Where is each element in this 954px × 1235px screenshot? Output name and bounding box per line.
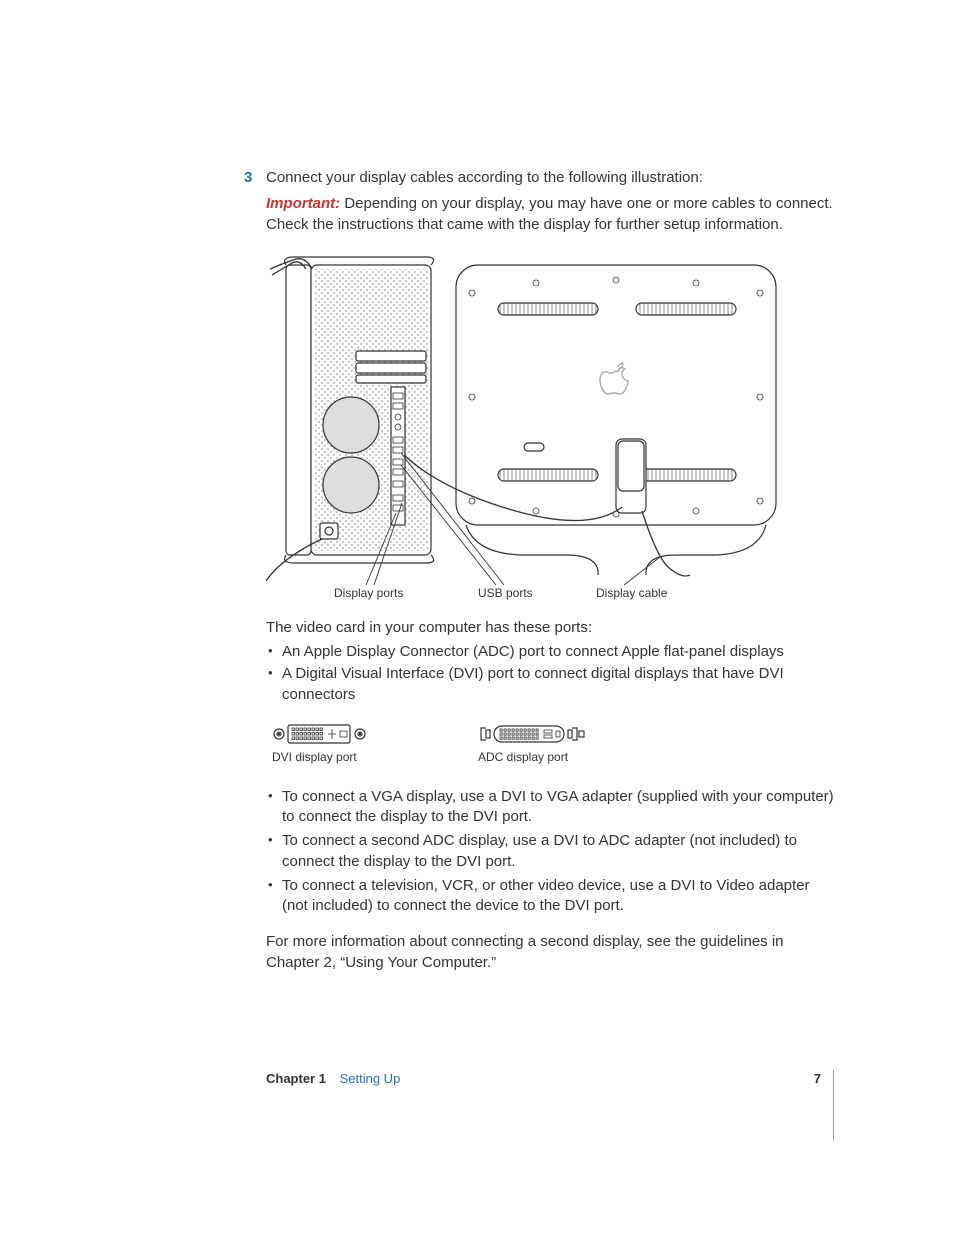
diagram-label-display-cable: Display cable (596, 585, 667, 601)
page: 3 Connect your display cables according … (0, 0, 954, 1235)
ports-intro: The video card in your computer has thes… (266, 618, 834, 638)
list-item: To connect a second ADC display, use a D… (266, 831, 834, 872)
setup-diagram-svg (266, 255, 786, 600)
adc-port-icon (478, 723, 588, 745)
adc-port-col: ADC display port (478, 723, 588, 765)
dvi-port-icon (272, 723, 368, 745)
important-block: Important: Depending on your display, yo… (266, 194, 834, 235)
important-label: Important: (266, 195, 340, 212)
footer-left: Chapter 1 Setting Up (266, 1070, 400, 1088)
dvi-port-col: DVI display port (272, 723, 368, 765)
list-item: A Digital Visual Interface (DVI) port to… (266, 664, 834, 705)
diagram-label-display-ports: Display ports (334, 585, 403, 601)
ports-list: An Apple Display Connector (ADC) port to… (266, 642, 834, 705)
adc-port-caption: ADC display port (478, 749, 588, 765)
diagram-label-usb-ports: USB ports (478, 585, 533, 601)
footer-chapter: Chapter 1 (266, 1071, 326, 1086)
important-text: Depending on your display, you may have … (266, 195, 833, 232)
setup-diagram: Display ports USB ports Display cable (266, 255, 786, 600)
port-icons-row: DVI display port (266, 723, 834, 765)
more-info-text: For more information about connecting a … (266, 932, 834, 973)
step-number: 3 (244, 168, 252, 188)
page-footer: Chapter 1 Setting Up 7 (266, 1070, 834, 1140)
step-text: Connect your display cables according to… (266, 169, 703, 186)
list-item: To connect a VGA display, use a DVI to V… (266, 787, 834, 828)
step-row: 3 Connect your display cables according … (266, 168, 834, 188)
dvi-port-caption: DVI display port (272, 749, 368, 765)
footer-page-number: 7 (814, 1070, 821, 1088)
list-item: An Apple Display Connector (ADC) port to… (266, 642, 834, 662)
adapters-list: To connect a VGA display, use a DVI to V… (266, 787, 834, 917)
footer-title: Setting Up (340, 1071, 401, 1086)
list-item: To connect a television, VCR, or other v… (266, 876, 834, 917)
